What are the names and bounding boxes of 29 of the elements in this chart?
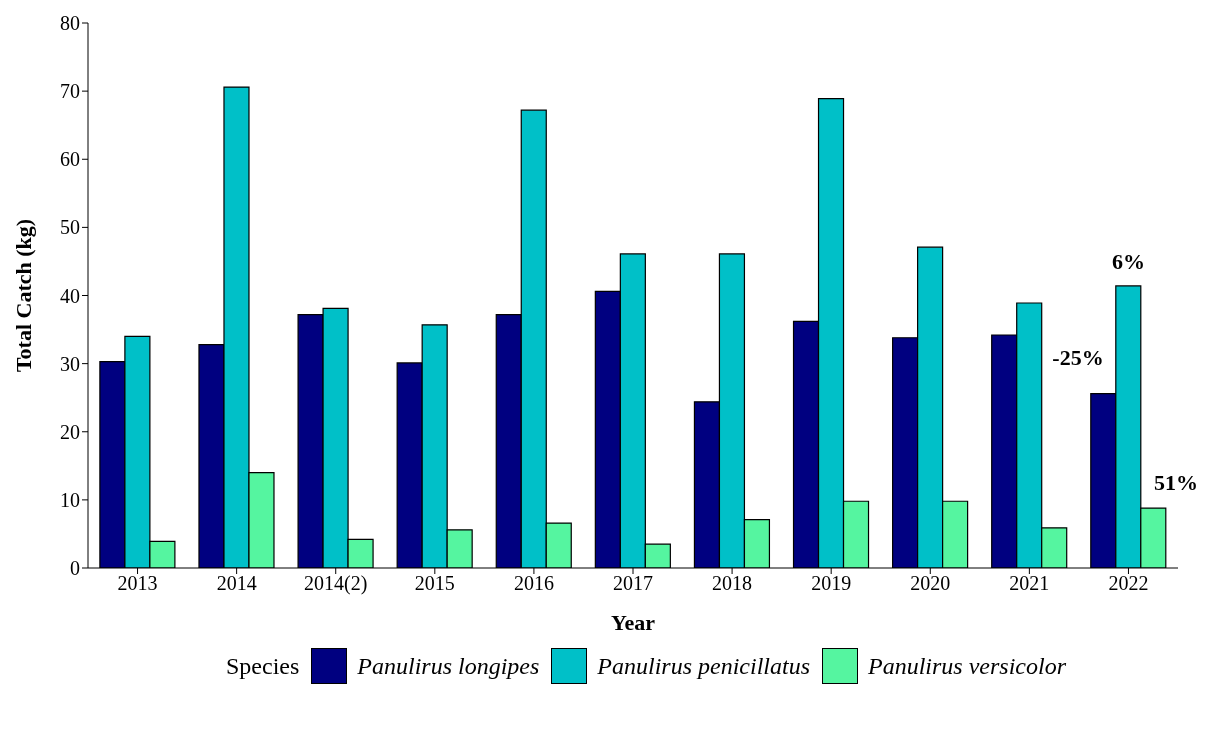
x-tick-label: 2022	[1108, 572, 1149, 595]
y-tick-label: 0	[70, 557, 80, 580]
legend-label: Panulirus penicillatus	[597, 652, 810, 680]
y-tick-label: 10	[60, 488, 80, 511]
legend-label: Panulirus versicolor	[868, 652, 1066, 680]
y-tick-label: 80	[60, 12, 80, 35]
y-tick-label: 40	[60, 284, 80, 307]
x-tick-label: 2020	[910, 572, 951, 595]
x-tick-label: 2016	[513, 572, 554, 595]
x-tick-label: 2017	[613, 572, 653, 595]
y-tick-label: 70	[60, 80, 80, 103]
x-tick-label: 2018	[712, 572, 753, 595]
legend-title: Species	[226, 652, 300, 680]
x-tick-label: 2015	[414, 572, 455, 595]
annotation: -25%	[1052, 345, 1104, 371]
x-tick-label: 2019	[811, 572, 852, 595]
x-axis-title: Year	[611, 610, 656, 635]
x-tick-label: 2021	[1009, 572, 1050, 595]
x-tick-label: 2014(2)	[304, 572, 368, 596]
x-tick-label: 2013	[117, 572, 158, 595]
y-tick-label: 60	[60, 148, 80, 171]
x-tick-label: 2014	[216, 572, 257, 595]
annotation: 51%	[1154, 470, 1198, 496]
y-tick-label: 30	[60, 352, 80, 375]
y-tick-label: 20	[60, 420, 80, 443]
legend-label: Panulirus longipes	[357, 652, 540, 680]
annotation: 6%	[1111, 249, 1145, 275]
y-tick-label: 50	[60, 216, 80, 239]
y-axis-title: Total Catch (kg)	[10, 218, 36, 373]
